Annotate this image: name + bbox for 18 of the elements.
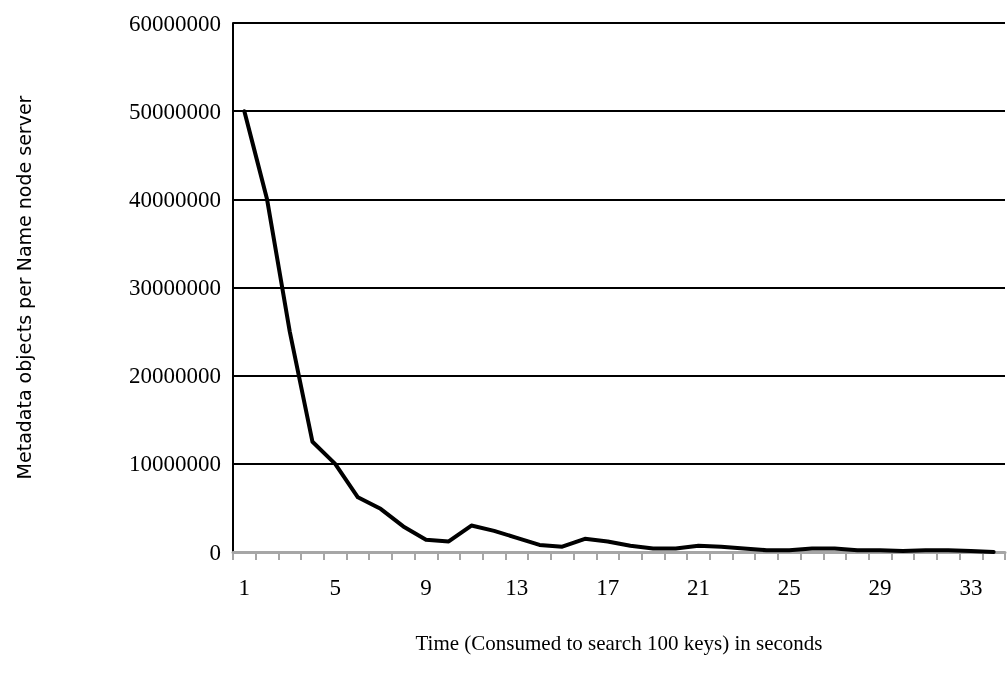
x-tick-label: 5 bbox=[329, 575, 341, 600]
y-tick-label: 30000000 bbox=[129, 275, 221, 300]
y-tick-label: 50000000 bbox=[129, 98, 221, 124]
x-tick-label: 13 bbox=[505, 575, 529, 600]
x-tick-label: 29 bbox=[868, 575, 892, 600]
x-tick-label: 1 bbox=[238, 575, 251, 600]
x-tick-label: 9 bbox=[420, 575, 432, 600]
x-tick-label: 17 bbox=[596, 575, 620, 600]
x-axis-title: Time (Consumed to search 100 keys) in seconds bbox=[415, 630, 823, 655]
y-tick-label: 10000000 bbox=[129, 451, 221, 477]
x-tick-label: 25 bbox=[777, 575, 801, 600]
y-tick-label: 20000000 bbox=[129, 363, 221, 389]
x-tick-label: 21 bbox=[686, 575, 710, 600]
x-tick-label: 33 bbox=[959, 575, 983, 600]
y-tick-label: 0 bbox=[209, 539, 221, 565]
y-axis-title: Metadata objects per Name node server bbox=[12, 95, 35, 480]
y-tick-label: 60000000 bbox=[129, 10, 221, 36]
y-tick-label: 40000000 bbox=[129, 186, 221, 212]
